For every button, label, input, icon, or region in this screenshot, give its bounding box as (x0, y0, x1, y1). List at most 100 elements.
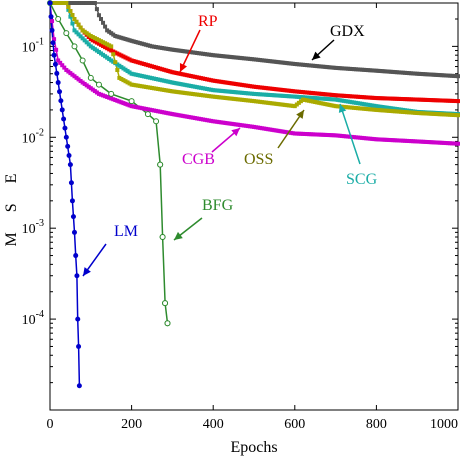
marker-cgb (280, 129, 285, 134)
marker-oss (376, 108, 381, 113)
marker-cgb (221, 120, 226, 125)
marker-gdx (88, 1, 93, 5)
marker-gdx (345, 66, 350, 71)
marker-cgb (101, 93, 106, 98)
marker-oss (154, 86, 159, 91)
marker-rp (176, 71, 181, 76)
marker-rp (317, 91, 322, 96)
marker-scg (288, 94, 293, 99)
marker-gdx (441, 73, 446, 78)
marker-cgb (425, 140, 430, 145)
marker-bfg (55, 16, 62, 23)
marker-bfg (87, 74, 94, 81)
marker-rp (376, 96, 381, 101)
marker-scg (231, 90, 236, 95)
marker-scg (243, 91, 248, 96)
marker-rp (282, 88, 287, 93)
marker-gdx (264, 58, 269, 63)
marker-oss (390, 109, 395, 114)
marker-oss (445, 112, 450, 117)
marker-scg (131, 72, 136, 77)
marker-rp (378, 96, 383, 101)
marker-scg (239, 90, 244, 95)
marker-gdx (229, 55, 234, 60)
marker-rp (115, 51, 120, 56)
marker-gdx (347, 66, 352, 71)
marker-oss (405, 110, 409, 115)
marker-gdx (241, 56, 246, 61)
marker-cgb (407, 139, 412, 144)
marker-oss (137, 83, 142, 88)
marker-scg (133, 72, 138, 77)
marker-scg (109, 58, 114, 63)
marker-scg (388, 106, 393, 111)
marker-scg (351, 100, 356, 105)
marker-oss (245, 98, 250, 103)
marker-oss (115, 68, 120, 73)
marker-gdx (333, 65, 338, 70)
annotation-arrowhead-cgb (231, 128, 240, 137)
marker-oss (419, 111, 424, 116)
marker-rp (184, 73, 189, 78)
marker-oss (278, 102, 283, 107)
marker-cgb (313, 132, 318, 137)
marker-oss (143, 84, 148, 89)
marker-oss (307, 98, 312, 103)
marker-rp (113, 50, 118, 55)
marker-gdx (129, 38, 134, 43)
marker-rp (266, 86, 271, 91)
marker-cgb (325, 132, 330, 137)
marker-rp (303, 90, 307, 95)
marker-scg (278, 93, 283, 98)
marker-rp (221, 80, 226, 85)
marker-cgb (178, 113, 183, 118)
marker-oss (258, 99, 263, 104)
marker-gdx (174, 48, 179, 53)
y-tick-label: 10-2 (22, 127, 44, 146)
marker-scg (147, 75, 152, 80)
marker-rp (329, 92, 334, 97)
marker-scg (315, 96, 320, 101)
marker-rp (219, 79, 224, 84)
marker-scg (90, 45, 95, 50)
marker-rp (235, 82, 240, 87)
marker-rp (272, 87, 277, 92)
marker-gdx (256, 57, 261, 62)
marker-scg (347, 99, 352, 104)
marker-cgb (433, 140, 438, 145)
marker-oss (207, 94, 212, 99)
marker-scg (198, 85, 203, 90)
marker-cgb (386, 137, 391, 142)
marker-gdx (300, 62, 305, 67)
marker-rp (170, 70, 175, 75)
marker-oss (309, 99, 314, 104)
marker-cgb (111, 97, 116, 102)
marker-oss (343, 105, 348, 110)
marker-scg (343, 99, 348, 104)
marker-cgb (284, 130, 289, 135)
marker-gdx (354, 67, 358, 72)
marker-cgb (186, 114, 191, 119)
marker-oss (90, 35, 95, 40)
marker-gdx (188, 50, 193, 55)
marker-cgb (109, 96, 114, 101)
marker-cgb (300, 131, 305, 136)
marker-rp (158, 66, 163, 71)
marker-gdx (319, 64, 324, 69)
marker-cgb (121, 101, 126, 106)
marker-oss (88, 34, 93, 39)
marker-scg (162, 78, 167, 83)
marker-oss (101, 40, 106, 45)
marker-cgb (50, 19, 55, 24)
marker-cgb (172, 112, 177, 117)
marker-gdx (286, 61, 291, 66)
marker-gdx (409, 71, 414, 76)
x-tick-label: 600 (284, 417, 305, 432)
marker-cgb (276, 128, 281, 133)
marker-gdx (280, 60, 285, 65)
marker-oss (135, 83, 140, 88)
marker-gdx (201, 51, 205, 56)
marker-scg (307, 95, 312, 100)
marker-gdx (339, 66, 344, 71)
marker-rp (429, 98, 434, 103)
